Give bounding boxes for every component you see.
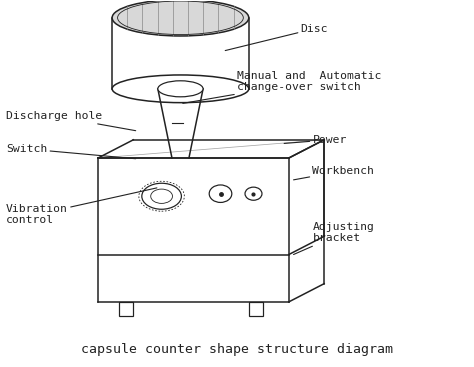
Text: Manual and  Automatic
change-over switch: Manual and Automatic change-over switch <box>183 71 382 103</box>
Text: Switch: Switch <box>6 144 136 159</box>
Text: Discharge hole: Discharge hole <box>6 111 136 131</box>
Ellipse shape <box>245 187 262 200</box>
Bar <box>119 302 133 316</box>
Ellipse shape <box>209 185 232 203</box>
Ellipse shape <box>151 189 173 203</box>
Text: Workbench: Workbench <box>293 166 374 180</box>
Text: Disc: Disc <box>225 24 328 51</box>
Ellipse shape <box>142 183 182 209</box>
Ellipse shape <box>158 81 203 97</box>
Ellipse shape <box>112 0 249 36</box>
Ellipse shape <box>112 75 249 103</box>
Text: Power: Power <box>284 135 347 145</box>
Text: Vibration
control: Vibration control <box>6 188 157 225</box>
Text: capsule counter shape structure diagram: capsule counter shape structure diagram <box>81 343 393 356</box>
Text: Adjusting
bracket: Adjusting bracket <box>293 222 374 255</box>
Bar <box>249 302 263 316</box>
